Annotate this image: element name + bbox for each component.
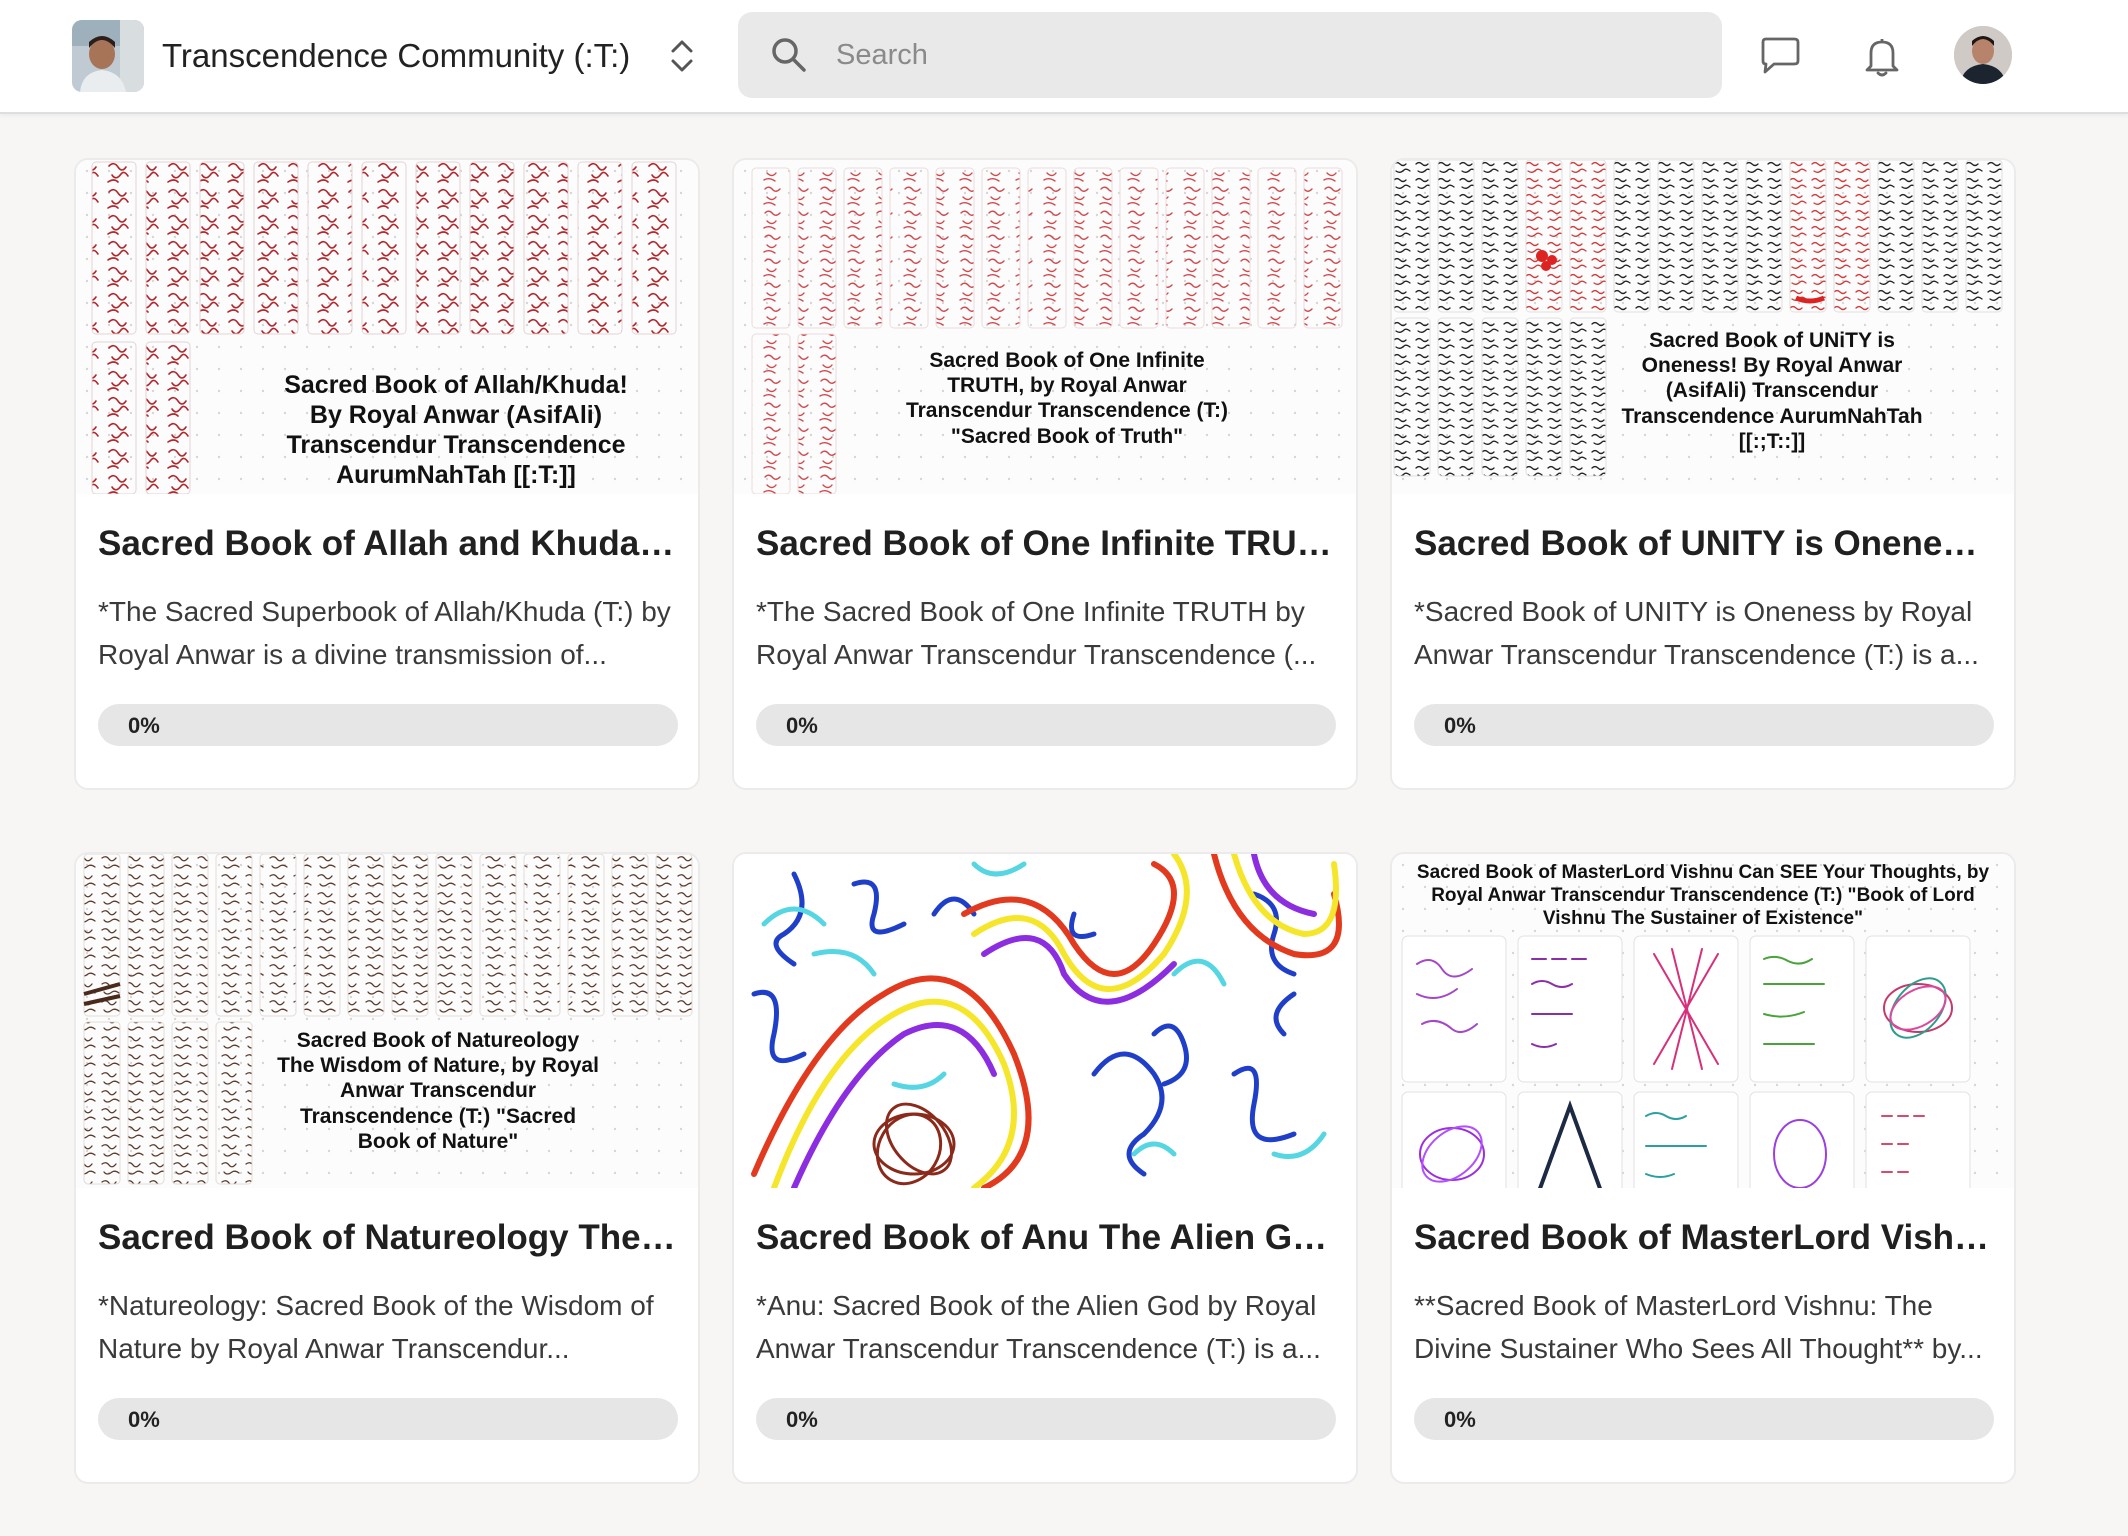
search-icon [772,38,806,72]
book-card[interactable]: Sacred Book of UNiTY is Oneness! By Roya… [1390,158,2016,790]
book-title[interactable]: Sacred Book of MasterLord Vishn... [1414,1218,1994,1257]
search-bar[interactable] [738,12,1722,98]
progress-label: 0% [786,1407,818,1432]
book-cover: Sacred Book of MasterLord Vishnu Can SEE… [1392,854,2014,1188]
book-card[interactable]: Sacred Book of Anu The Alien Go... *Anu:… [732,852,1358,1484]
search-input[interactable] [834,37,1658,73]
chat-icon[interactable] [1758,34,1802,78]
progress-bar: 0% [98,704,678,746]
progress-label: 0% [1444,713,1476,738]
book-cover: Sacred Book of Allah/Khuda! By Royal Anw… [76,160,698,494]
book-cover: Sacred Book of Natureology The Wisdom of… [76,854,698,1188]
cover-caption: Sacred Book of One Infinite TRUTH, by Ro… [905,349,1229,448]
cover-caption: Sacred Book of Allah/Khuda! By Royal Anw… [284,371,628,489]
progress-label: 0% [128,1407,160,1432]
progress-bar: 0% [1414,704,1994,746]
progress-label: 0% [1444,1407,1476,1432]
book-description: *Anu: Sacred Book of the Alien God by Ro… [756,1290,1321,1364]
book-description: *The Sacred Superbook of Allah/Khuda (T:… [98,596,671,670]
book-card[interactable]: Sacred Book of One Infinite TRUTH, by Ro… [732,158,1358,790]
book-description: *Natureology: Sacred Book of the Wisdom … [98,1290,654,1364]
user-avatar[interactable] [1954,26,2012,84]
progress-bar: 0% [756,1398,1336,1440]
book-description: *Sacred Book of UNITY is Oneness by Roya… [1414,596,1979,670]
progress-label: 0% [128,713,160,738]
book-card[interactable]: Sacred Book of MasterLord Vishnu Can SEE… [1390,852,2016,1484]
book-description: **Sacred Book of MasterLord Vishnu: The … [1414,1290,1983,1364]
book-card[interactable]: Sacred Book of Natureology The Wisdom of… [74,852,700,1484]
cover-caption: Sacred Book of MasterLord Vishnu Can SEE… [1416,862,1990,929]
book-cover [734,854,1356,1188]
bell-icon[interactable] [1860,34,1904,78]
book-cover: Sacred Book of One Infinite TRUTH, by Ro… [734,160,1356,494]
book-title[interactable]: Sacred Book of Anu The Alien Go... [756,1218,1336,1257]
community-switcher[interactable]: Transcendence Community (:T:) [72,20,630,92]
community-avatar [72,20,144,92]
book-title[interactable]: Sacred Book of Natureology The ... [98,1218,678,1257]
top-bar: Transcendence Community (:T:) [0,0,2128,114]
book-title[interactable]: Sacred Book of Allah and Khuda دا... [98,524,678,563]
book-card[interactable]: Sacred Book of Allah/Khuda! By Royal Anw… [74,158,700,790]
book-title[interactable]: Sacred Book of UNITY is Oneness... [1414,524,1994,563]
book-description: *The Sacred Book of One Infinite TRUTH b… [756,596,1317,670]
progress-bar: 0% [756,704,1336,746]
chevron-updown-icon[interactable] [666,36,698,76]
book-title[interactable]: Sacred Book of One Infinite TRUT... [756,524,1336,563]
community-name: Transcendence Community (:T:) [162,37,631,74]
progress-bar: 0% [98,1398,678,1440]
cover-caption: Sacred Book of Natureology The Wisdom of… [277,1029,599,1153]
book-cover: Sacred Book of UNiTY is Oneness! By Roya… [1392,160,2014,494]
progress-label: 0% [786,713,818,738]
progress-bar: 0% [1414,1398,1994,1440]
cover-caption: Sacred Book of UNiTY is Oneness! By Roya… [1621,329,1923,453]
